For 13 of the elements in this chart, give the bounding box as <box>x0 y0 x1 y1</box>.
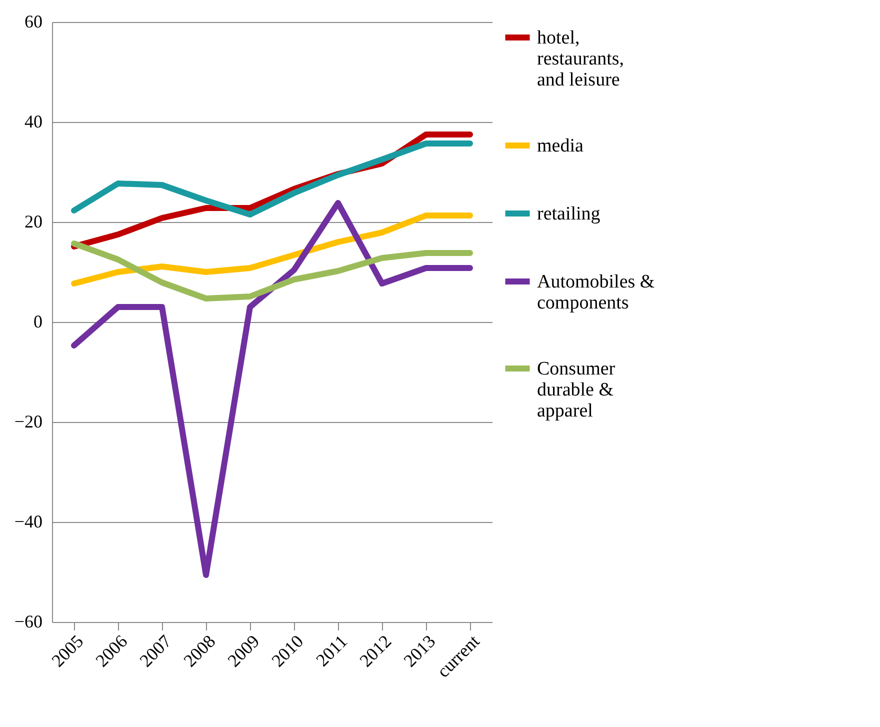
x-tick-label: 2011 <box>312 631 352 670</box>
legend-label: Consumer durable & apparel <box>537 358 616 422</box>
legend-label: retailing <box>537 204 601 224</box>
y-tick-label: −20 <box>14 412 42 432</box>
legend-label: media <box>537 136 584 156</box>
legend-label: hotel, restaurants, and leisure <box>537 28 624 90</box>
y-tick-label: 20 <box>24 212 42 232</box>
y-tick-label: −60 <box>14 612 42 632</box>
y-tick-label: −40 <box>14 512 42 532</box>
y-tick-label: 0 <box>34 312 42 332</box>
y-tick-label: 40 <box>24 112 42 132</box>
legend-label: Automobiles & components <box>537 272 655 314</box>
y-tick-label: 60 <box>24 12 42 32</box>
